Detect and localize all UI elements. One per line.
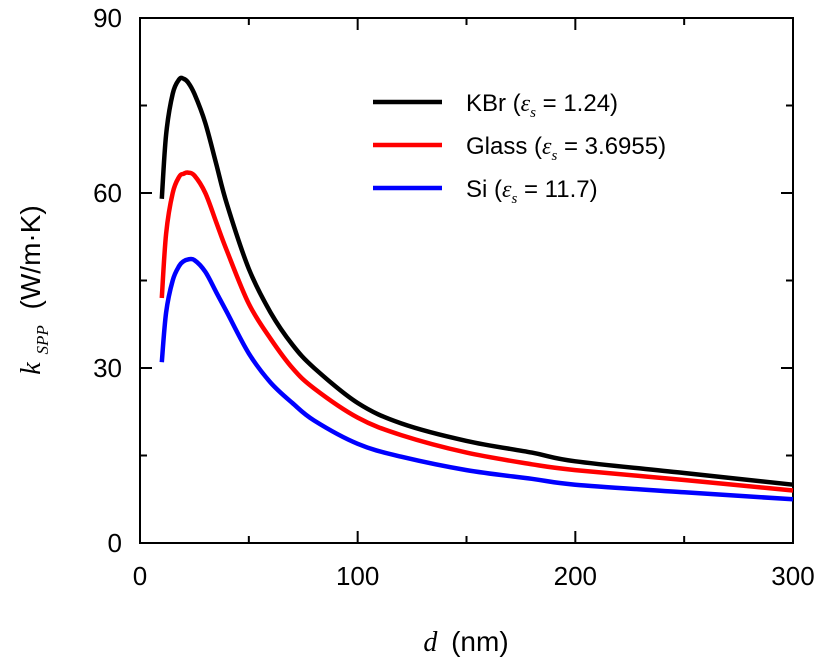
x-axis-unit: (nm) — [451, 626, 509, 657]
x-tick-label: 200 — [554, 561, 597, 591]
x-tick-labels: 0 100 200 300 — [133, 561, 815, 591]
y-tick-label: 30 — [93, 353, 122, 383]
legend-label-kbr: KBr (εs = 1.24) — [466, 90, 618, 121]
x-axis-label: d (nm) — [423, 626, 508, 658]
y-axis-symbol: k — [16, 362, 47, 375]
series-line-si — [159, 256, 794, 502]
x-tick-label: 100 — [336, 561, 379, 591]
x-tick-label: 300 — [771, 561, 814, 591]
series-line-glass — [159, 170, 794, 493]
x-tick-label: 0 — [133, 561, 147, 591]
legend-label-glass: Glass (εs = 3.6955) — [466, 133, 666, 164]
legend: KBr (εs = 1.24) Glass (εs = 3.6955) Si (εs… — [373, 90, 666, 207]
y-axis-subscript: SPP — [33, 325, 52, 354]
y-tick-label: 90 — [93, 3, 122, 33]
series-lines — [159, 75, 794, 502]
series-line-kbr — [159, 75, 794, 487]
y-tick-label: 60 — [93, 178, 122, 208]
y-tick-labels: 0 30 60 90 — [93, 3, 122, 558]
axis-ticks — [139, 17, 794, 544]
y-axis-label: k SPP (W/m·K) — [15, 205, 54, 374]
y-axis-unit: (W/m·K) — [15, 205, 46, 309]
x-axis-symbol: d — [423, 627, 438, 658]
legend-label-si: Si (εs = 11.7) — [466, 176, 598, 207]
y-tick-label: 0 — [108, 528, 122, 558]
